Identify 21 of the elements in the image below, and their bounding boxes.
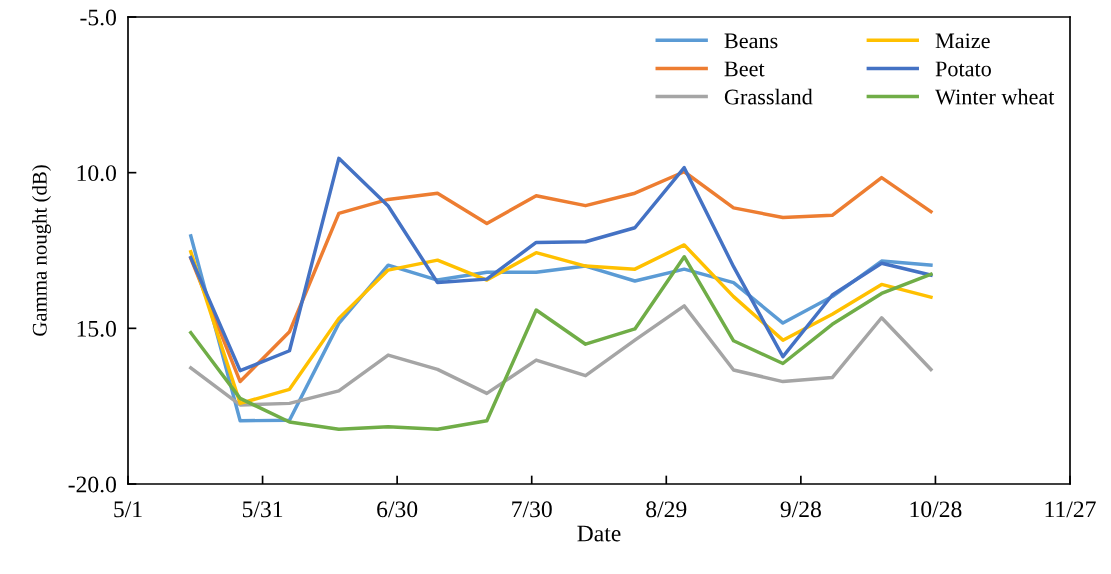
legend-label: Potato xyxy=(935,61,991,77)
y-tick-label: 10.0 xyxy=(77,165,116,182)
y-tick-label: -5.0 xyxy=(80,9,116,26)
line-series xyxy=(189,304,933,407)
x-axis-title: Date xyxy=(577,525,621,542)
y-tick-label: -20.0 xyxy=(68,476,116,493)
x-tick-label: 5/1 xyxy=(114,501,142,518)
x-tick-label: 11/27 xyxy=(1045,501,1096,518)
legend-label: Beet xyxy=(724,61,765,77)
legend-label: Beans xyxy=(724,33,778,49)
x-tick-label: 7/30 xyxy=(512,501,552,518)
x-tick-label: 9/28 xyxy=(780,501,821,518)
legend-label: Grassland xyxy=(724,88,813,105)
y-axis-title: Gamma nought (dB) xyxy=(32,165,52,336)
x-tick-label: 5/31 xyxy=(242,501,283,518)
y-tick-label: 15.0 xyxy=(77,320,116,337)
legend-label: Winter wheat xyxy=(935,88,1055,105)
x-tick-label: 10/28 xyxy=(910,501,962,518)
x-tick-label: 6/30 xyxy=(377,501,418,518)
x-tick-label: 8/29 xyxy=(646,501,687,518)
legend-label: Maize xyxy=(935,33,990,49)
